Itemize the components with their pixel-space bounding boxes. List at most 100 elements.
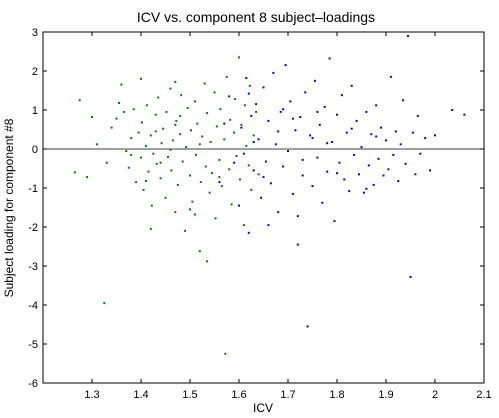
axes: 1.3 1.4 1.5 1.6 1.7 1.8 1.9 2 2.1 -6 -5 -4 -3 -2 -1 0 1 2… — [28, 27, 491, 401]
data-point — [394, 130, 397, 133]
data-point — [91, 116, 93, 118]
series-1 — [73, 56, 260, 355]
data-point — [365, 187, 368, 190]
data-point — [154, 130, 157, 133]
data-point — [264, 160, 267, 163]
data-point — [451, 109, 454, 111]
data-point — [294, 129, 297, 132]
data-point — [323, 105, 326, 108]
data-point — [149, 227, 152, 230]
data-point — [348, 190, 351, 193]
data-point — [190, 129, 192, 132]
data-point — [122, 110, 125, 113]
data-point — [247, 231, 250, 234]
plot-background — [43, 32, 484, 383]
y-tick-label: 0 — [32, 144, 38, 156]
data-point — [171, 139, 174, 142]
data-point — [409, 275, 412, 278]
data-point — [252, 141, 255, 143]
data-point — [230, 203, 233, 206]
data-point — [282, 165, 285, 168]
y-axis-label: Subject loading for component #8 — [2, 118, 16, 297]
data-point — [214, 217, 217, 220]
data-point — [299, 116, 302, 118]
data-point — [333, 220, 336, 223]
x-tick-label: 1.8 — [329, 389, 344, 401]
data-point — [176, 183, 179, 186]
data-point — [306, 325, 309, 328]
data-point — [250, 114, 253, 117]
data-point — [277, 211, 280, 214]
data-point — [282, 108, 285, 111]
data-point — [165, 110, 168, 113]
data-point — [142, 188, 145, 191]
series-2 — [218, 34, 466, 328]
data-point — [242, 224, 245, 227]
data-point — [157, 96, 160, 99]
x-tick-label: 2 — [432, 389, 438, 401]
data-point — [239, 178, 241, 181]
data-point — [247, 164, 250, 167]
data-point — [296, 243, 299, 246]
data-point — [284, 64, 287, 67]
data-point — [250, 188, 253, 191]
data-point — [355, 119, 358, 122]
data-point — [257, 138, 260, 141]
data-point — [174, 123, 177, 126]
data-point — [150, 204, 153, 207]
data-point — [211, 172, 213, 175]
data-point — [95, 143, 98, 146]
data-point — [162, 127, 165, 130]
data-point — [110, 126, 113, 129]
data-point — [316, 110, 319, 113]
data-point — [169, 148, 172, 151]
data-point — [255, 103, 258, 106]
data-point — [345, 131, 348, 134]
data-point — [198, 143, 201, 146]
data-point — [242, 152, 245, 155]
data-point — [233, 131, 236, 134]
data-point — [198, 250, 201, 253]
data-point — [375, 104, 378, 107]
data-point — [377, 157, 380, 160]
data-point — [224, 352, 227, 355]
data-point — [127, 166, 130, 169]
data-point — [105, 161, 108, 164]
data-point — [218, 158, 221, 161]
data-point — [179, 114, 182, 117]
y-tick-label: -2 — [28, 222, 38, 234]
data-point — [392, 153, 395, 156]
data-point — [463, 113, 466, 116]
data-point — [154, 113, 157, 116]
data-point — [144, 144, 147, 147]
data-point — [404, 162, 407, 165]
data-point — [245, 144, 248, 147]
data-point — [301, 174, 304, 177]
y-tick-label: -4 — [28, 300, 38, 312]
data-point — [336, 172, 338, 175]
data-point — [326, 142, 329, 145]
data-point — [372, 183, 375, 186]
data-point — [328, 57, 331, 60]
x-tick-label: 1.4 — [133, 389, 148, 401]
x-tick-label: 1.7 — [280, 389, 295, 401]
data-point — [115, 117, 118, 120]
data-point — [301, 158, 304, 161]
data-point — [169, 87, 172, 90]
data-point — [411, 131, 414, 134]
y-tick-label: 3 — [32, 27, 38, 39]
y-tick-label: -3 — [28, 261, 38, 273]
data-point — [360, 146, 363, 149]
data-point — [358, 173, 360, 176]
data-point — [311, 137, 314, 140]
data-point — [267, 224, 270, 227]
data-point — [338, 161, 341, 164]
data-point — [340, 94, 343, 97]
data-point — [309, 134, 312, 137]
data-point — [326, 170, 329, 173]
data-point — [193, 100, 196, 103]
data-point — [274, 143, 277, 146]
data-point — [174, 211, 177, 214]
data-point — [223, 122, 226, 125]
data-point — [189, 208, 191, 211]
